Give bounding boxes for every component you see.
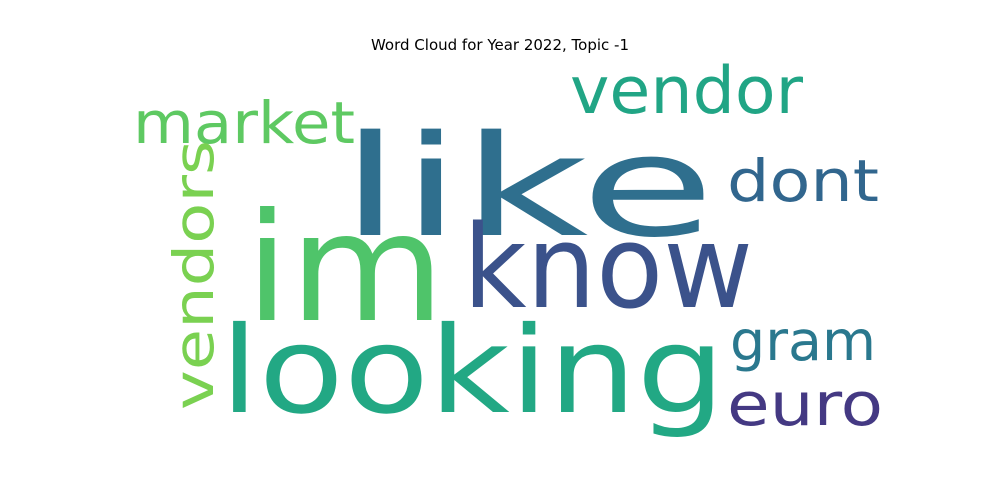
- word-know: know: [463, 201, 753, 335]
- word-gram: gram: [730, 309, 876, 373]
- word-market: market: [133, 89, 355, 157]
- word-vendor: vendor: [570, 54, 803, 129]
- word-dont: dont: [727, 147, 879, 215]
- word-im: im: [245, 182, 445, 356]
- word-like: like: [340, 106, 715, 269]
- word-looking: looking: [220, 302, 725, 441]
- chart-title: Word Cloud for Year 2022, Topic -1: [370, 36, 630, 54]
- word-euro: euro: [727, 370, 883, 440]
- word-vendors: vendors: [162, 140, 226, 410]
